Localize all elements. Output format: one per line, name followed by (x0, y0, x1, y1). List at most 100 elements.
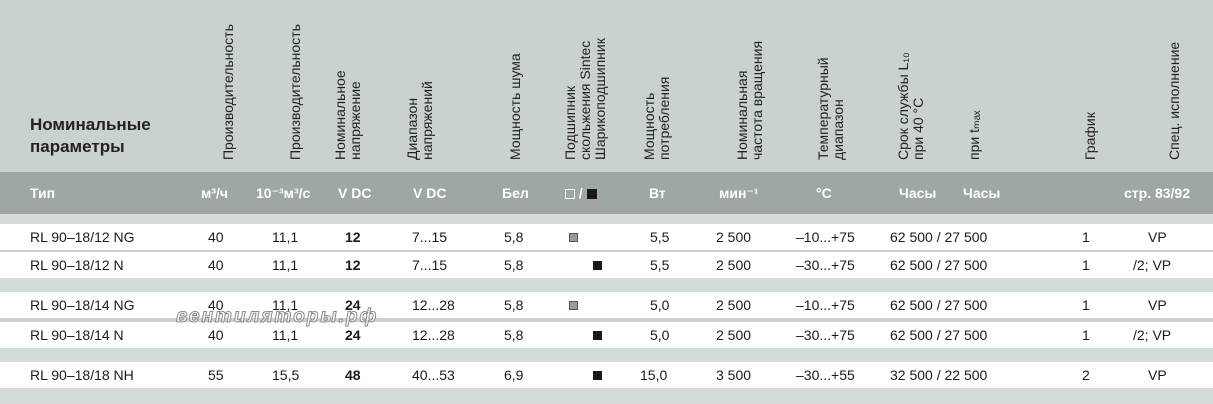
table-row: RL 90–18/18 NH 55 15,5 48 40...53 6,9 15… (0, 362, 1213, 388)
unit-temp: °C (816, 185, 832, 201)
cell-flow-m3s: 11,1 (272, 327, 299, 343)
unit-bearing-separator: / (578, 185, 583, 201)
unit-range: V DC (413, 185, 447, 201)
col-header-power: Мощность потребления (641, 76, 672, 160)
cell-power: 5,5 (650, 257, 670, 273)
cell-graph: 1 (1082, 257, 1090, 273)
cell-range: 7...15 (412, 257, 448, 273)
cell-power: 5,5 (650, 229, 670, 245)
cell-voltage: 24 (345, 297, 361, 313)
cell-speed: 2 500 (716, 297, 752, 313)
cell-special: /2; VP (1133, 327, 1172, 343)
header-title: Номинальные параметры (30, 115, 151, 156)
watermark: вентиляторы.рф (175, 306, 379, 328)
cell-range: 7...15 (412, 229, 448, 245)
col-header-range: Диапазон напряжений (404, 81, 435, 160)
ball-bearing-icon (593, 331, 602, 340)
cell-graph: 1 (1082, 297, 1090, 313)
table-row: RL 90–18/14 N 40 11,1 24 12...28 5,8 5,0… (0, 322, 1213, 348)
row-separator (0, 214, 1213, 224)
cell-flow-m3s: 11,1 (272, 297, 299, 313)
cell-speed: 3 500 (716, 367, 752, 383)
unit-special: стр. 83/92 (1124, 185, 1191, 201)
cell-temp: –30...+75 (796, 327, 855, 343)
cell-temp: –30...+55 (796, 367, 855, 383)
unit-bar: Тип м³/ч 10⁻³м³/с V DC V DC Бел / Вт мин… (0, 172, 1213, 214)
cell-flow-m3h: 40 (208, 297, 224, 313)
unit-voltage: V DC (338, 185, 372, 201)
cell-range: 40...53 (412, 367, 455, 383)
cell-flow-m3h: 40 (208, 229, 224, 245)
cell-life: 62 500 / 27 500 (890, 257, 988, 273)
table-row: RL 90–18/12 N 40 11,1 12 7...15 5,8 5,5 … (0, 252, 1213, 278)
cell-noise: 6,9 (504, 367, 524, 383)
cell-range: 12...28 (412, 327, 455, 343)
cell-life: 62 500 / 27 500 (890, 229, 988, 245)
row-group-separator (0, 348, 1213, 362)
cell-range: 12...28 (412, 297, 455, 313)
cell-graph: 1 (1082, 229, 1090, 245)
unit-life-tmax: Часы (963, 185, 1001, 201)
cell-special: /2; VP (1133, 257, 1172, 273)
col-header-life-tmax: при tₘₐₓ (966, 110, 982, 161)
unit-type: Тип (30, 185, 56, 201)
col-header-bearing: Подшипник скольжения Sintec Шарикоподшип… (562, 38, 608, 160)
sintec-bearing-icon (565, 189, 575, 200)
cell-type: RL 90–18/14 N (30, 327, 124, 343)
table-row: RL 90–18/12 NG 40 11,1 12 7...15 5,8 5,5… (0, 224, 1213, 250)
cell-speed: 2 500 (716, 229, 752, 245)
row-group-separator (0, 278, 1213, 292)
col-header-temp: Температурный диапазон (815, 57, 846, 160)
cell-noise: 5,8 (504, 297, 524, 313)
col-header-voltage: Номинальное напряжение (332, 70, 363, 160)
cell-power: 15,0 (640, 367, 668, 383)
cell-flow-m3s: 11,1 (272, 229, 299, 245)
cell-type: RL 90–18/12 NG (30, 229, 135, 245)
cell-noise: 5,8 (504, 257, 524, 273)
cell-temp: –30...+75 (796, 257, 855, 273)
cell-life: 62 500 / 27 500 (890, 297, 988, 313)
unit-power: Вт (649, 185, 666, 201)
cell-flow-m3h: 40 (208, 257, 224, 273)
col-header-noise: Мощность шума (507, 53, 523, 160)
cell-speed: 2 500 (716, 257, 752, 273)
cell-voltage: 12 (345, 257, 361, 273)
col-header-flow-m3s: Производительность (287, 24, 303, 160)
cell-type: RL 90–18/12 N (30, 257, 124, 273)
cell-special: VP (1148, 367, 1167, 383)
cell-life: 62 500 / 27 500 (890, 327, 988, 343)
cell-flow-m3h: 40 (208, 327, 224, 343)
unit-flow-m3h: м³/ч (201, 185, 229, 201)
cell-voltage: 48 (345, 367, 361, 383)
cell-flow-m3s: 15,5 (272, 367, 300, 383)
cell-temp: –10...+75 (796, 229, 855, 245)
cell-voltage: 24 (345, 327, 361, 343)
cell-special: VP (1148, 229, 1167, 245)
cell-graph: 1 (1082, 327, 1090, 343)
sintec-bearing-icon (569, 233, 578, 242)
cell-noise: 5,8 (504, 327, 524, 343)
cell-flow-m3s: 11,1 (272, 257, 299, 273)
col-header-graph: График (1082, 112, 1098, 160)
unit-flow-m3s: 10⁻³м³/с (256, 185, 311, 201)
cell-temp: –10...+75 (796, 297, 855, 313)
bearing-legend: / (565, 185, 597, 201)
sintec-bearing-icon (569, 301, 578, 310)
table-row: RL 90–18/14 NG 40 11,1 24 12...28 5,8 5,… (0, 292, 1213, 318)
cell-special: VP (1148, 297, 1167, 313)
ball-bearing-icon (593, 371, 602, 380)
cell-noise: 5,8 (504, 229, 524, 245)
cell-life: 32 500 / 22 500 (890, 367, 988, 383)
col-header-special: Спец. исполнение (1166, 41, 1182, 160)
cell-flow-m3h: 55 (208, 367, 224, 383)
col-header-speed: Номинальная частота вращения (734, 40, 765, 160)
ball-bearing-icon (593, 261, 602, 270)
col-header-life: Срок службы L₁₀ при 40 °C (895, 52, 926, 160)
cell-power: 5,0 (650, 297, 670, 313)
cell-voltage: 12 (345, 229, 361, 245)
table-bottom-band (0, 388, 1213, 404)
table-header: Номинальные параметры Производительность… (0, 0, 1213, 172)
cell-speed: 2 500 (716, 327, 752, 343)
cell-graph: 2 (1082, 367, 1090, 383)
